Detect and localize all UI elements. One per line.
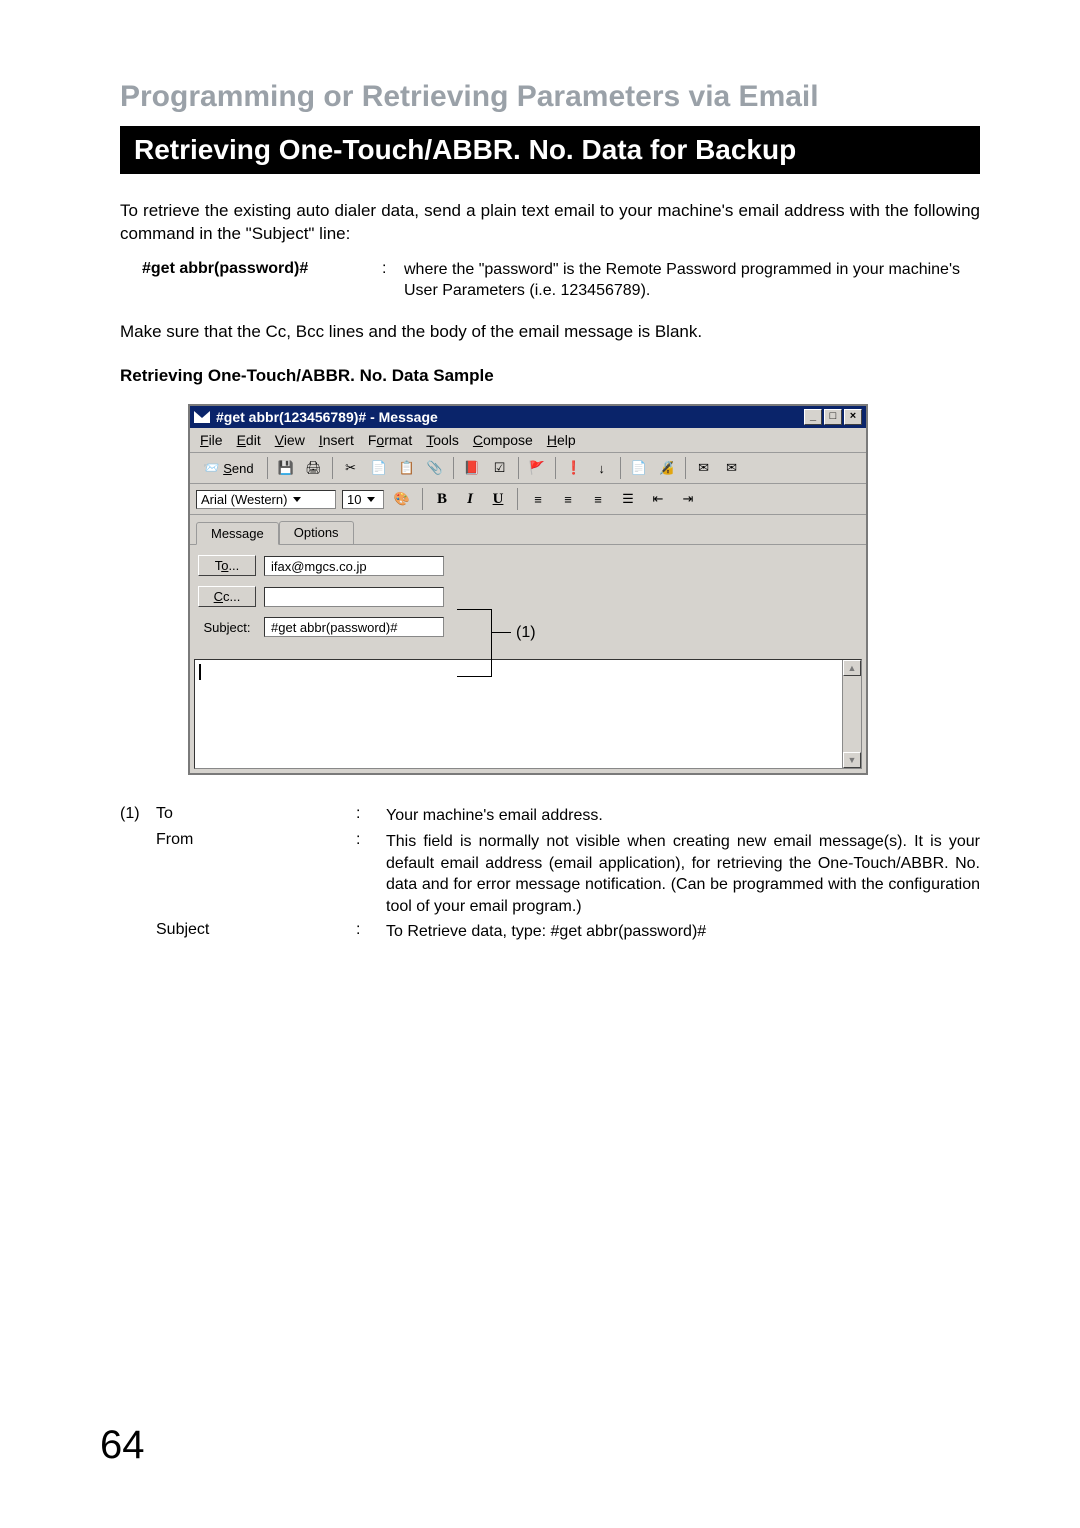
to-input[interactable]: ifax@mgcs.co.jp (264, 556, 444, 576)
copy-icon[interactable]: 📄 (367, 457, 391, 479)
font-name-value: Arial (Western) (201, 492, 287, 507)
font-name-select[interactable]: Arial (Western) (196, 490, 336, 509)
close-button[interactable]: × (844, 409, 862, 425)
send-button[interactable]: 📨Send (196, 457, 261, 479)
toolbar: 📨Send 💾 🖨 ✂ 📄 📋 📎 📕 ☑ 🚩 ❗ ↓ 📄 🔏 ✉ ✉ (190, 453, 866, 484)
cc-button[interactable]: Cc... (198, 586, 256, 607)
paste-icon[interactable]: 📋 (395, 457, 419, 479)
legend-row: Subject : To Retrieve data, type: #get a… (120, 921, 980, 943)
menu-help[interactable]: Help (547, 432, 576, 448)
command-row: #get abbr(password)# : where the "passwo… (142, 260, 980, 302)
bullets-icon[interactable]: ☰ (616, 488, 640, 510)
legend-key: Subject (156, 921, 356, 943)
underline-button[interactable]: U (487, 489, 509, 509)
text-cursor (199, 664, 201, 680)
legend: (1) To : Your machine's email address. F… (120, 805, 980, 943)
scroll-up-icon[interactable]: ▲ (843, 660, 861, 676)
options-icon[interactable]: 📄 (627, 457, 651, 479)
envelope-icon (194, 411, 210, 423)
legend-key: To (156, 805, 356, 827)
scroll-down-icon[interactable]: ▼ (843, 752, 861, 768)
tabs: Message Options (190, 515, 866, 544)
fontbar: Arial (Western) 10 🎨 B I U ≡ ≡ ≡ ☰ ⇤ ⇥ (190, 484, 866, 515)
font-size-select[interactable]: 10 (342, 490, 384, 509)
align-center-icon[interactable]: ≡ (556, 488, 580, 510)
indent-icon[interactable]: ⇥ (676, 488, 700, 510)
align-left-icon[interactable]: ≡ (526, 488, 550, 510)
importance-high-icon[interactable]: ❗ (562, 457, 586, 479)
tab-options[interactable]: Options (279, 521, 354, 544)
colon: : (356, 831, 386, 917)
legend-index: (1) (120, 805, 156, 827)
intro-paragraph: To retrieve the existing auto dialer dat… (120, 200, 980, 246)
page-title: Programming or Retrieving Parameters via… (120, 80, 980, 114)
menubar: File Edit View Insert Format Tools Compo… (190, 428, 866, 453)
subject-label: Subject: (198, 618, 256, 637)
tab-message[interactable]: Message (196, 522, 279, 545)
annot-marker: (1) (516, 624, 536, 642)
attach-icon[interactable]: 📎 (423, 457, 447, 479)
color-icon[interactable]: 🎨 (390, 488, 414, 510)
cut-icon[interactable]: ✂ (339, 457, 363, 479)
save-icon[interactable]: 💾 (274, 457, 298, 479)
menu-view[interactable]: View (275, 432, 305, 448)
legend-value: To Retrieve data, type: #get abbr(passwo… (386, 921, 980, 943)
legend-row: (1) To : Your machine's email address. (120, 805, 980, 827)
annot-line-to (457, 609, 491, 610)
menu-insert[interactable]: Insert (319, 432, 354, 448)
envelope2-icon[interactable]: ✉ (720, 457, 744, 479)
legend-row: From : This field is normally not visibl… (120, 831, 980, 917)
addressbook-icon[interactable]: 📕 (460, 457, 484, 479)
colon: : (382, 260, 404, 302)
print-icon[interactable]: 🖨 (302, 457, 326, 479)
colon: : (356, 921, 386, 943)
envelope1-icon[interactable]: ✉ (692, 457, 716, 479)
subject-input[interactable]: #get abbr(password)# (264, 617, 444, 637)
menu-format[interactable]: Format (368, 432, 412, 448)
menu-edit[interactable]: Edit (237, 432, 261, 448)
sample-heading: Retrieving One-Touch/ABBR. No. Data Samp… (120, 366, 980, 386)
legend-key: From (156, 831, 356, 917)
page-number: 64 (100, 1423, 145, 1468)
email-window: #get abbr(123456789)# - Message _ □ × Fi… (188, 404, 868, 775)
annot-line-vert (491, 609, 492, 659)
minimize-button[interactable]: _ (804, 409, 822, 425)
to-button[interactable]: To... (198, 555, 256, 576)
checknames-icon[interactable]: ☑ (488, 457, 512, 479)
importance-low-icon[interactable]: ↓ (590, 457, 614, 479)
italic-button[interactable]: I (459, 489, 481, 509)
menu-compose[interactable]: Compose (473, 432, 533, 448)
seal-icon[interactable]: 🔏 (655, 457, 679, 479)
font-size-value: 10 (347, 492, 361, 507)
legend-value: Your machine's email address. (386, 805, 980, 827)
menu-tools[interactable]: Tools (426, 432, 459, 448)
window-title: #get abbr(123456789)# - Message (216, 409, 438, 425)
outdent-icon[interactable]: ⇤ (646, 488, 670, 510)
message-body[interactable]: ▲ ▼ (194, 659, 862, 769)
legend-value: This field is normally not visible when … (386, 831, 980, 917)
colon: : (356, 805, 386, 827)
annot-line-vert2 (491, 659, 492, 677)
titlebar: #get abbr(123456789)# - Message _ □ × (190, 406, 866, 428)
section-heading: Retrieving One-Touch/ABBR. No. Data for … (120, 126, 980, 174)
annot-line-out (491, 632, 511, 633)
menu-file[interactable]: File (200, 432, 223, 448)
command-label: #get abbr(password)# (142, 260, 382, 302)
cc-input[interactable] (264, 587, 444, 607)
bold-button[interactable]: B (431, 489, 453, 509)
flag-icon[interactable]: 🚩 (525, 457, 549, 479)
note-paragraph: Make sure that the Cc, Bcc lines and the… (120, 321, 980, 344)
annot-line-subj (457, 676, 491, 677)
command-description: where the "password" is the Remote Passw… (404, 260, 980, 302)
maximize-button[interactable]: □ (824, 409, 842, 425)
align-right-icon[interactable]: ≡ (586, 488, 610, 510)
